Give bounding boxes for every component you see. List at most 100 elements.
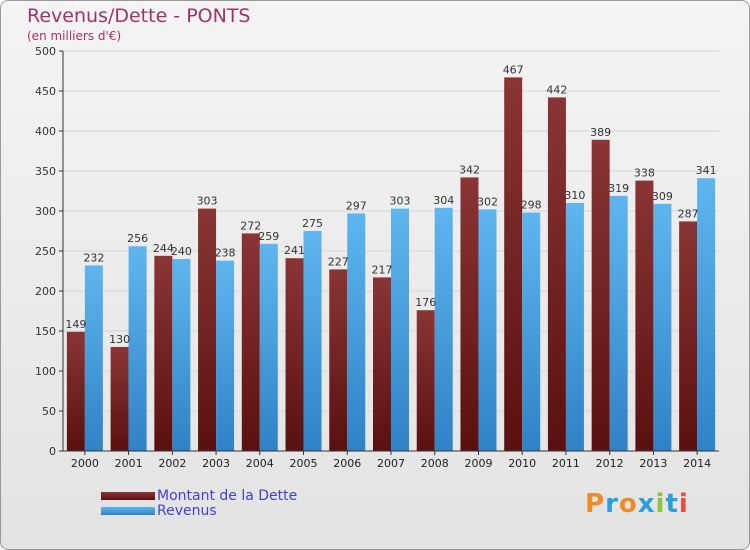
logo-letter: i: [655, 489, 666, 519]
chart-title: Revenus/Dette - PONTS: [27, 5, 251, 27]
y-tick-label: 450: [35, 85, 56, 98]
bar-revenus: [172, 259, 191, 451]
legend: Montant de la Dette Revenus: [101, 488, 297, 519]
data-label: 241: [284, 244, 305, 257]
x-tick-label: 2002: [158, 457, 186, 470]
bar-dette: [547, 97, 566, 452]
bar-dette: [504, 77, 523, 452]
logo-letter: x: [637, 489, 656, 519]
chart-subtitle: (en milliers d'€): [27, 29, 122, 43]
bar-revenus: [216, 260, 235, 451]
bar-dette: [679, 221, 698, 451]
legend-label-revenue: Revenus: [157, 502, 217, 519]
data-label: 302: [477, 195, 498, 208]
bar-revenus: [128, 246, 147, 451]
x-tick-label: 2001: [115, 457, 143, 470]
y-tick-label: 50: [42, 405, 56, 418]
data-label: 309: [652, 190, 673, 203]
x-tick-label: 2009: [464, 457, 492, 470]
data-label: 342: [459, 163, 480, 176]
data-label: 298: [521, 199, 542, 212]
bar-revenus: [565, 203, 584, 451]
legend-swatch-debt: [101, 491, 155, 500]
bar-revenus: [609, 195, 628, 451]
bar-revenus: [391, 208, 409, 451]
x-tick-label: 2013: [639, 457, 667, 470]
bar-dette: [241, 233, 260, 451]
y-tick-label: 400: [35, 125, 56, 138]
proxiti-logo: Proxiti: [585, 489, 689, 519]
data-label: 227: [328, 255, 349, 268]
data-label: 319: [608, 182, 629, 195]
x-tick-label: 2010: [508, 457, 536, 470]
data-label: 287: [678, 207, 699, 220]
data-label: 303: [390, 195, 411, 208]
bar-revenus: [697, 178, 716, 451]
logo-letter: o: [618, 489, 638, 519]
y-tick-label: 500: [35, 45, 56, 58]
bar-revenus: [259, 243, 278, 451]
logo-letter: r: [605, 489, 619, 519]
bar-dette: [591, 139, 610, 452]
data-label: 272: [240, 219, 261, 232]
data-label: 238: [215, 247, 236, 260]
data-label: 232: [83, 251, 104, 264]
logo-letter: t: [665, 489, 679, 519]
bar-dette: [416, 310, 435, 451]
bar-dette: [66, 331, 85, 451]
x-tick-label: 2011: [552, 457, 580, 470]
x-tick-label: 2006: [333, 457, 361, 470]
y-tick-label: 100: [35, 365, 56, 378]
data-label: 310: [564, 189, 585, 202]
data-label: 217: [372, 263, 393, 276]
data-label: 149: [65, 318, 86, 331]
data-label: 256: [127, 232, 148, 245]
y-tick-label: 300: [35, 205, 56, 218]
data-label: 259: [258, 230, 279, 243]
y-tick-label: 350: [35, 165, 56, 178]
legend-item-revenue: Revenus: [101, 502, 297, 519]
data-label: 297: [346, 199, 367, 212]
data-label: 176: [415, 296, 436, 309]
bar-dette: [460, 177, 479, 451]
x-tick-label: 2005: [290, 457, 318, 470]
x-tick-label: 2000: [71, 457, 99, 470]
y-tick-label: 0: [49, 445, 56, 458]
y-tick-label: 200: [35, 285, 56, 298]
bar-revenus: [303, 231, 322, 451]
x-tick-label: 2007: [377, 457, 405, 470]
data-label: 130: [109, 333, 130, 346]
data-label: 338: [634, 167, 655, 180]
x-tick-label: 2003: [202, 457, 230, 470]
bar-dette: [154, 255, 173, 451]
axes: 0 50 100 150 200 250 300 350 400 450 500 2000 2001 20…: [35, 45, 719, 470]
data-label: 244: [153, 242, 174, 255]
y-tick-label: 150: [35, 325, 56, 338]
data-label: 304: [433, 194, 454, 207]
data-label: 467: [503, 63, 524, 76]
logo-letter: P: [585, 489, 606, 519]
data-label: 341: [696, 164, 717, 177]
data-label: 275: [302, 217, 323, 230]
bars: [66, 77, 716, 452]
data-label: 442: [546, 83, 567, 96]
bar-revenus: [653, 203, 672, 451]
bar-dette: [198, 208, 217, 451]
data-label: 303: [197, 195, 218, 208]
legend-item-debt: Montant de la Dette: [101, 488, 297, 504]
bar-revenus: [522, 212, 541, 451]
bar-dette: [285, 258, 304, 451]
bar-dette: [373, 277, 391, 451]
x-tick-label: 2008: [421, 457, 449, 470]
bar-dette: [635, 180, 654, 451]
data-label: 389: [590, 126, 611, 139]
bar-revenus: [347, 213, 366, 451]
x-tick-label: 2004: [246, 457, 274, 470]
x-tick-label: 2012: [596, 457, 624, 470]
bar-revenus: [434, 207, 453, 451]
x-tick-label: 2014: [683, 457, 711, 470]
bar-dette: [329, 269, 348, 451]
